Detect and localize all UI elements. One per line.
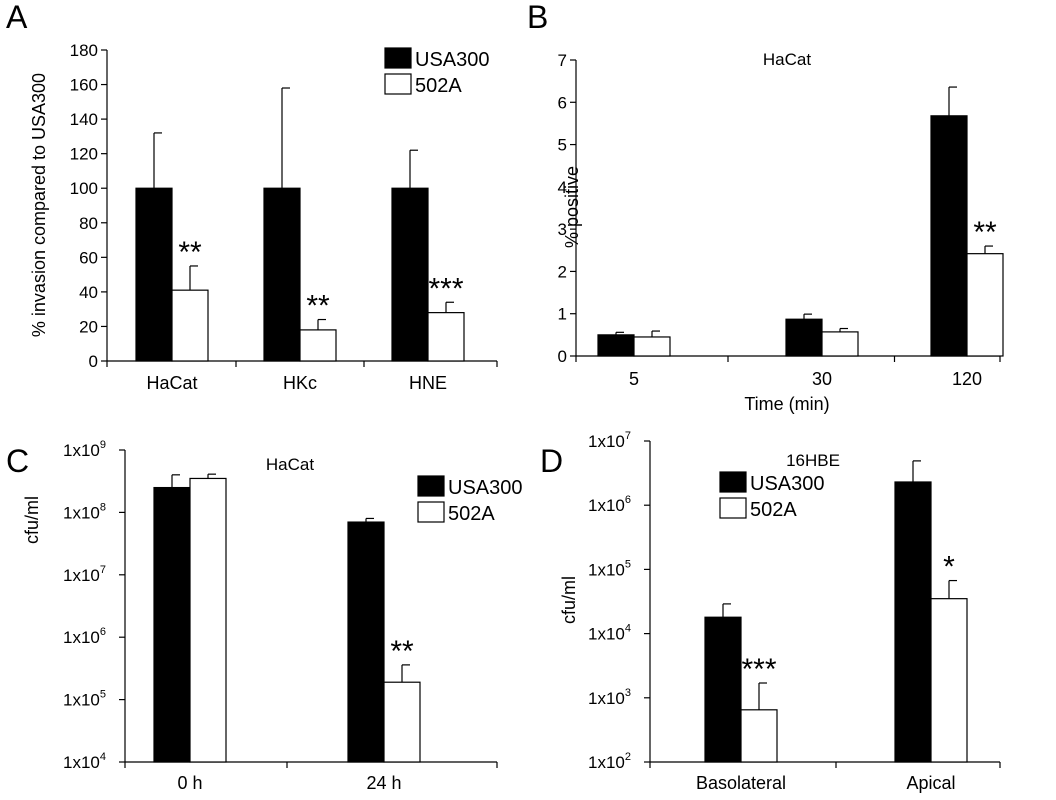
x-category-label: Basolateral <box>696 773 786 793</box>
y-tick-label: 1x104 <box>63 751 106 772</box>
x-category-label: HKc <box>283 373 317 393</box>
y-tick-label: 1x104 <box>588 623 631 644</box>
legend-label-502a: 502A <box>448 503 495 525</box>
y-tick-label: 1x107 <box>63 564 106 585</box>
y-tick-label: 60 <box>79 248 98 267</box>
x-category-label: Apical <box>906 773 955 793</box>
x-category-label: 5 <box>629 369 639 389</box>
bar-502a-hne <box>427 312 465 362</box>
legend-label-502a: 502A <box>750 499 797 521</box>
x-category-label: 120 <box>952 369 982 389</box>
legend-swatch-502a <box>719 497 747 519</box>
y-tick-label: 0 <box>558 347 567 366</box>
bar-502a-apical <box>930 598 968 763</box>
significance-annotation: ** <box>390 635 414 668</box>
y-tick-label: 1x106 <box>63 626 106 647</box>
bar-usa300-5 <box>597 334 635 357</box>
bar-usa300-hacat <box>135 187 173 362</box>
legend-swatch-502a <box>417 501 445 523</box>
significance-annotation: * <box>943 551 955 584</box>
y-tick-label: 5 <box>558 136 567 155</box>
y-tick-label: 1x106 <box>588 494 631 515</box>
bar-502a-5 <box>633 336 671 357</box>
x-category-label: HaCat <box>146 373 197 393</box>
y-axis-label: % invasion compared to USA300 <box>29 73 49 337</box>
x-axis-label: Time (min) <box>744 394 829 414</box>
x-category-label: 0 h <box>177 773 202 793</box>
bar-502a-24-h <box>383 681 421 763</box>
y-tick-label: 120 <box>70 145 98 164</box>
chart-title: HaCat <box>763 50 811 69</box>
legend-swatch-usa300 <box>719 471 747 493</box>
y-tick-label: 20 <box>79 317 98 336</box>
legend-label-usa300: USA300 <box>415 49 490 71</box>
y-tick-label: 1x103 <box>588 687 631 708</box>
panel-label-c: C <box>6 443 29 479</box>
y-tick-label: 1x107 <box>588 430 631 451</box>
y-tick-label: 1x105 <box>588 558 631 579</box>
significance-annotation: *** <box>741 653 776 686</box>
y-tick-label: 80 <box>79 214 98 233</box>
y-tick-label: 160 <box>70 76 98 95</box>
significance-annotation: *** <box>428 272 463 305</box>
bar-502a-120 <box>966 253 1004 357</box>
chart-title: 16HBE <box>786 451 840 470</box>
legend-label-502a: 502A <box>415 75 462 97</box>
x-category-label: 24 h <box>366 773 401 793</box>
y-tick-label: 0 <box>89 352 98 371</box>
legend-swatch-502a <box>384 73 412 95</box>
y-tick-label: 180 <box>70 41 98 60</box>
bar-usa300-120 <box>930 115 968 357</box>
y-tick-label: 2 <box>558 262 567 281</box>
bar-usa300-24-h <box>347 521 385 763</box>
y-tick-label: 40 <box>79 283 98 302</box>
bar-502a-hacat <box>171 289 209 362</box>
y-axis-label: cfu/ml <box>22 496 42 544</box>
y-tick-label: 100 <box>70 179 98 198</box>
y-axis-label: % positive <box>562 166 582 248</box>
bar-502a-0-h <box>189 477 227 763</box>
panel-label-a: A <box>6 0 28 35</box>
panel-label-b: B <box>527 0 548 35</box>
significance-annotation: ** <box>306 290 330 323</box>
y-tick-label: 1x109 <box>63 439 106 460</box>
y-tick-label: 4 <box>558 178 567 197</box>
y-tick-label: 3 <box>558 220 567 239</box>
x-category-label: HNE <box>409 373 447 393</box>
bar-usa300-30 <box>785 318 823 357</box>
y-tick-label: 1x105 <box>63 689 106 710</box>
chart-title: HaCat <box>266 455 314 474</box>
legend-label-usa300: USA300 <box>750 473 825 495</box>
significance-annotation: ** <box>973 216 997 249</box>
significance-annotation: ** <box>178 236 202 269</box>
y-tick-label: 7 <box>558 51 567 70</box>
x-category-label: 30 <box>812 369 832 389</box>
bar-usa300-basolateral <box>704 616 742 763</box>
y-tick-label: 1x108 <box>63 501 106 522</box>
y-axis-label: cfu/ml <box>559 576 579 624</box>
bar-502a-hkc <box>299 329 337 362</box>
panel-label-d: D <box>540 443 563 479</box>
legend-swatch-usa300 <box>384 47 412 69</box>
bar-usa300-hkc <box>263 187 301 362</box>
chart-panel-b: 0 1 2 3 4 5 6 7 5 30 120 ** % positive HaCat Time (min… <box>558 50 1004 414</box>
bar-502a-basolateral <box>740 709 778 763</box>
chart-panel-d: 1x102 1x103 1x104 1x105 1x106 1x107 Basolatera… <box>559 430 1001 793</box>
legend-swatch-usa300 <box>417 475 445 497</box>
bar-usa300-0-h <box>153 486 191 763</box>
bar-usa300-apical <box>894 481 932 763</box>
y-tick-label: 140 <box>70 110 98 129</box>
y-tick-label: 6 <box>558 93 567 112</box>
chart-panel-c: 1x104 1x105 1x106 1x107 1x108 1x109 0 h 24 h ** c… <box>22 439 523 793</box>
legend-label-usa300: USA300 <box>448 477 523 499</box>
y-tick-label: 1x102 <box>588 751 631 772</box>
bar-usa300-hne <box>391 187 429 362</box>
bar-502a-30 <box>821 331 859 357</box>
y-tick-label: 1 <box>558 305 567 324</box>
